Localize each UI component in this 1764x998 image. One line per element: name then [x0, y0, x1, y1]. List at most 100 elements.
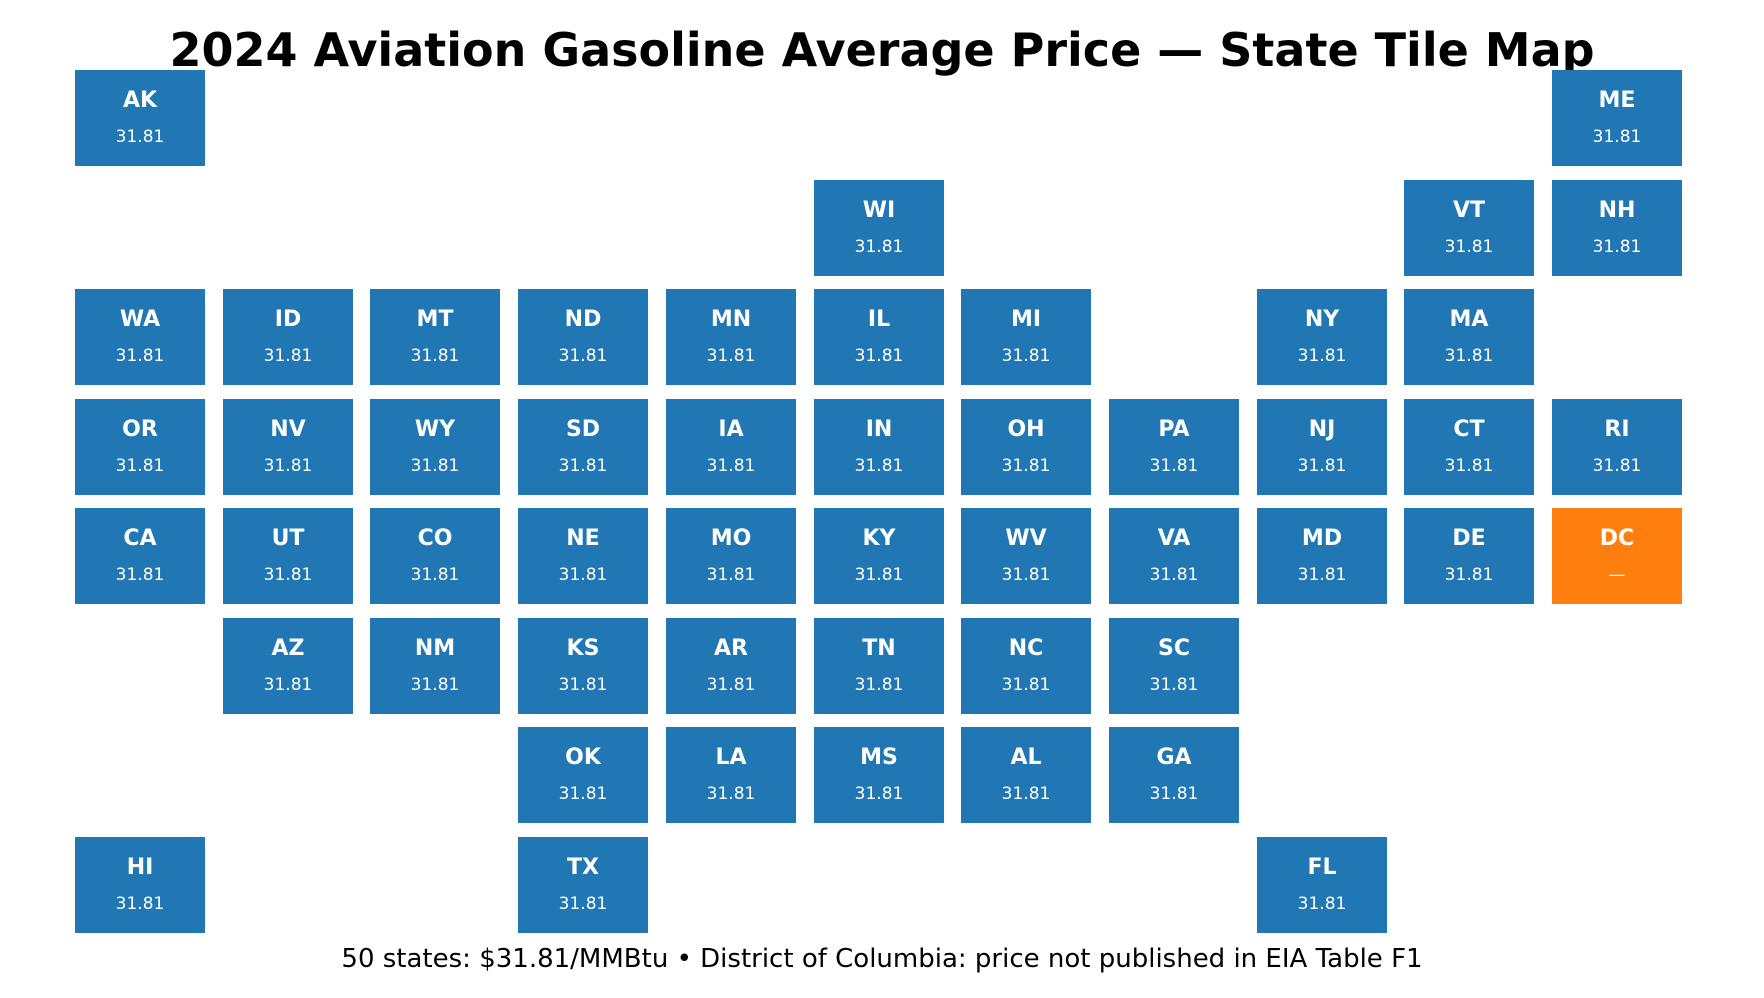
state-tile-mi: MI 31.81 [961, 289, 1091, 385]
state-tile-ri: RI 31.81 [1552, 399, 1682, 495]
state-price-value: 31.81 [410, 565, 460, 585]
state-price-value: 31.81 [706, 456, 756, 476]
state-tile-md: MD 31.81 [1257, 508, 1387, 604]
state-tile-pa: PA 31.81 [1109, 399, 1239, 495]
state-price-value: 31.81 [115, 565, 165, 585]
state-tile-oh: OH 31.81 [961, 399, 1091, 495]
state-tile-ne: NE 31.81 [518, 508, 648, 604]
state-price-value: 31.81 [1297, 565, 1347, 585]
state-tile-wi: WI 31.81 [814, 180, 944, 276]
state-abbreviation: KS [566, 636, 600, 661]
state-abbreviation: MD [1301, 526, 1343, 551]
state-price-value: 31.81 [558, 565, 608, 585]
state-price-value: 31.81 [854, 565, 904, 585]
state-tile-nj: NJ 31.81 [1257, 399, 1387, 495]
state-tile-me: ME 31.81 [1552, 70, 1682, 166]
state-price-value: 31.81 [558, 456, 608, 476]
state-abbreviation: NE [566, 526, 600, 551]
state-abbreviation: MN [710, 307, 752, 332]
state-tile-mt: MT 31.81 [370, 289, 500, 385]
state-tile-ar: AR 31.81 [666, 618, 796, 714]
state-price-value: 31.81 [706, 784, 756, 804]
state-abbreviation: WV [1005, 526, 1047, 551]
state-price-value: 31.81 [1297, 456, 1347, 476]
state-price-value: 31.81 [1444, 346, 1494, 366]
state-tile-ga: GA 31.81 [1109, 727, 1239, 823]
state-tile-al: AL 31.81 [961, 727, 1091, 823]
state-tile-id: ID 31.81 [223, 289, 353, 385]
state-abbreviation: FL [1307, 855, 1337, 880]
state-price-value: 31.81 [558, 894, 608, 914]
state-price-value: 31.81 [410, 675, 460, 695]
state-abbreviation: WA [119, 307, 161, 332]
state-abbreviation: NC [1008, 636, 1044, 661]
state-abbreviation: ID [274, 307, 302, 332]
state-abbreviation: MI [1010, 307, 1042, 332]
state-tile-hi: HI 31.81 [75, 837, 205, 933]
state-tile-ma: MA 31.81 [1404, 289, 1534, 385]
state-abbreviation: MS [860, 745, 898, 770]
map-title: 2024 Aviation Gasoline Average Price — S… [169, 23, 1595, 77]
state-tile-il: IL 31.81 [814, 289, 944, 385]
state-price-value: 31.81 [1444, 565, 1494, 585]
state-price-value: 31.81 [263, 675, 313, 695]
state-tile-vt: VT 31.81 [1404, 180, 1534, 276]
state-abbreviation: VT [1452, 198, 1486, 223]
map-footnote: 50 states: $31.81/MMBtu • District of Co… [341, 944, 1423, 974]
state-price-value: 31.81 [1592, 456, 1642, 476]
state-price-value: 31.81 [263, 565, 313, 585]
state-abbreviation: IL [867, 307, 891, 332]
state-tile-sc: SC 31.81 [1109, 618, 1239, 714]
state-tile-ca: CA 31.81 [75, 508, 205, 604]
state-price-value: 31.81 [263, 346, 313, 366]
state-abbreviation: SD [565, 417, 601, 442]
state-tile-co: CO 31.81 [370, 508, 500, 604]
state-price-value: 31.81 [410, 456, 460, 476]
state-abbreviation: NJ [1308, 417, 1336, 442]
state-tile-mn: MN 31.81 [666, 289, 796, 385]
state-price-value: 31.81 [1149, 565, 1199, 585]
state-abbreviation: CO [417, 526, 453, 551]
state-abbreviation: AK [122, 88, 158, 113]
state-tile-nd: ND 31.81 [518, 289, 648, 385]
state-price-value: 31.81 [1149, 456, 1199, 476]
state-price-value: 31.81 [1149, 675, 1199, 695]
state-tile-tn: TN 31.81 [814, 618, 944, 714]
state-abbreviation: MT [416, 307, 454, 332]
state-abbreviation: MA [1449, 307, 1489, 332]
state-abbreviation: OR [122, 417, 158, 442]
state-tile-tx: TX 31.81 [518, 837, 648, 933]
state-tile-ok: OK 31.81 [518, 727, 648, 823]
state-tile-or: OR 31.81 [75, 399, 205, 495]
state-abbreviation: DE [1452, 526, 1486, 551]
state-price-value: 31.81 [854, 346, 904, 366]
state-abbreviation: IA [718, 417, 744, 442]
state-abbreviation: CT [1453, 417, 1485, 442]
state-price-value: 31.81 [854, 675, 904, 695]
state-price-value: 31.81 [706, 565, 756, 585]
state-price-value: 31.81 [854, 237, 904, 257]
state-tile-sd: SD 31.81 [518, 399, 648, 495]
state-price-value: 31.81 [1444, 237, 1494, 257]
state-tile-az: AZ 31.81 [223, 618, 353, 714]
state-price-value: 31.81 [115, 456, 165, 476]
state-price-value: 31.81 [410, 346, 460, 366]
state-tile-ks: KS 31.81 [518, 618, 648, 714]
state-abbreviation: LA [715, 745, 747, 770]
state-tile-in: IN 31.81 [814, 399, 944, 495]
state-tile-nc: NC 31.81 [961, 618, 1091, 714]
state-tile-wa: WA 31.81 [75, 289, 205, 385]
state-tile-ct: CT 31.81 [1404, 399, 1534, 495]
state-tile-nh: NH 31.81 [1552, 180, 1682, 276]
state-price-value: 31.81 [854, 784, 904, 804]
state-price-value: 31.81 [558, 346, 608, 366]
state-abbreviation: OH [1007, 417, 1045, 442]
state-tile-ms: MS 31.81 [814, 727, 944, 823]
state-price-value: 31.81 [558, 675, 608, 695]
state-price-value: 31.81 [1444, 456, 1494, 476]
state-tile-nm: NM 31.81 [370, 618, 500, 714]
state-price-value: 31.81 [1297, 346, 1347, 366]
state-abbreviation: MO [710, 526, 752, 551]
state-abbreviation: AZ [271, 636, 305, 661]
